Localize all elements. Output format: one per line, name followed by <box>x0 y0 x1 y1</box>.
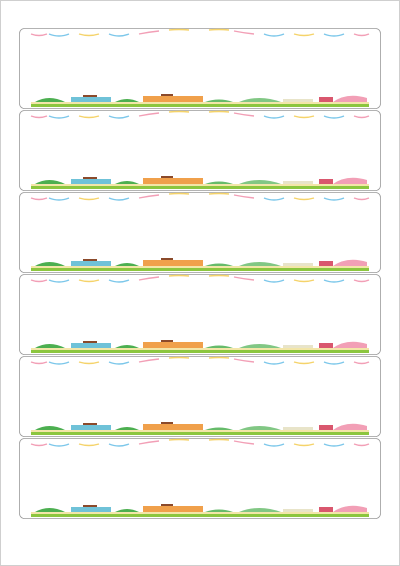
label <box>18 109 382 192</box>
label <box>18 191 382 274</box>
label <box>18 273 382 356</box>
label <box>18 355 382 438</box>
label <box>18 437 382 520</box>
label <box>18 27 382 110</box>
